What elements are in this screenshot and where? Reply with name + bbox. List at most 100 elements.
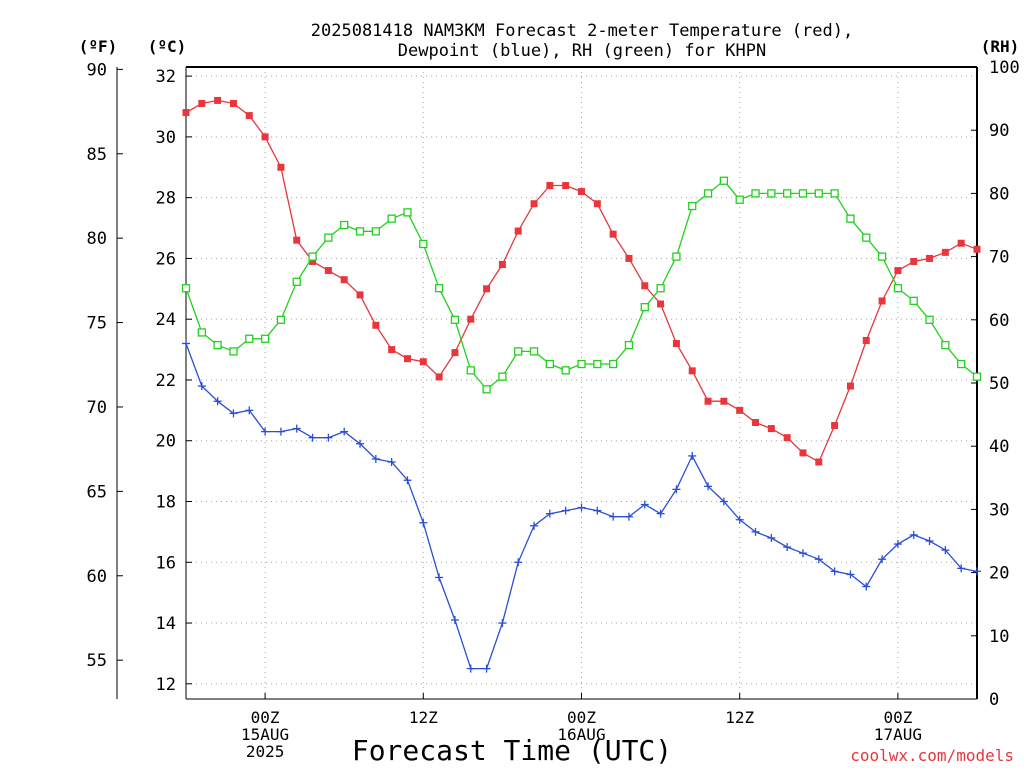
- credit-text: coolwx.com/models: [850, 746, 1014, 765]
- x-tick-label: 2025: [246, 742, 285, 761]
- rh-tick-label: 90: [989, 121, 1009, 141]
- data-point: [577, 503, 586, 512]
- data-point: [261, 427, 270, 436]
- data-point: [467, 315, 475, 323]
- data-point: [957, 239, 965, 247]
- data-point: [293, 236, 301, 244]
- data-point: [260, 334, 270, 343]
- data-point: [276, 427, 285, 436]
- data-point: [641, 282, 649, 290]
- data-point: [814, 189, 823, 198]
- celsius-tick-label: 26: [156, 249, 176, 269]
- data-point: [767, 533, 776, 542]
- data-point: [941, 546, 950, 555]
- data-point: [688, 451, 697, 460]
- celsius-tick-label: 30: [156, 128, 176, 148]
- rh-tick-label: 100: [989, 58, 1020, 78]
- data-point: [324, 433, 333, 442]
- data-point: [878, 555, 887, 564]
- data-point: [624, 512, 633, 521]
- data-point: [894, 267, 902, 275]
- data-point: [466, 664, 475, 673]
- data-point: [783, 189, 792, 198]
- data-point: [324, 267, 332, 275]
- data-point: [355, 227, 365, 236]
- series-layer: [182, 96, 981, 673]
- data-point: [276, 315, 286, 324]
- data-point: [688, 201, 697, 211]
- data-point: [309, 257, 317, 265]
- data-point: [466, 366, 475, 375]
- data-point: [229, 99, 237, 107]
- data-point: [197, 382, 206, 391]
- data-point: [862, 582, 871, 591]
- data-point: [925, 537, 934, 545]
- data-point: [292, 424, 301, 433]
- data-point: [371, 227, 380, 236]
- data-point: [403, 208, 412, 217]
- data-point: [862, 233, 871, 242]
- data-point: [720, 397, 728, 405]
- data-point: [815, 458, 823, 466]
- rh-tick-label: 10: [989, 627, 1009, 647]
- data-point: [546, 182, 554, 189]
- data-point: [767, 189, 776, 198]
- data-point: [530, 200, 538, 208]
- celsius-tick-label: 16: [156, 553, 176, 573]
- rh-tick-label: 50: [989, 374, 1009, 394]
- rh-tick-label: 30: [989, 500, 1009, 520]
- data-point: [182, 109, 190, 117]
- fahrenheit-tick-label: 65: [87, 482, 107, 502]
- data-point: [403, 355, 411, 363]
- data-point: [640, 303, 649, 312]
- x-tick-label: 00Z: [567, 708, 596, 727]
- data-point: [846, 214, 855, 223]
- data-point: [387, 458, 396, 466]
- data-point: [909, 296, 918, 305]
- data-point: [514, 347, 523, 356]
- data-point: [830, 189, 839, 198]
- fahrenheit-tick-label: 60: [87, 567, 107, 587]
- data-point: [577, 359, 586, 369]
- data-point: [419, 358, 427, 366]
- x-tick-label: 12Z: [725, 708, 754, 727]
- celsius-tick-label: 28: [156, 189, 176, 209]
- data-point: [926, 254, 934, 262]
- data-point: [182, 339, 190, 348]
- data-point: [450, 616, 459, 624]
- rh-tick-label: 60: [989, 311, 1009, 331]
- celsius-tick-label: 12: [156, 675, 176, 695]
- x-tick-label: 00Z: [251, 708, 280, 727]
- data-point: [767, 425, 775, 433]
- data-point: [672, 485, 681, 494]
- data-point: [182, 284, 191, 293]
- data-point: [735, 195, 744, 204]
- data-point: [419, 518, 428, 527]
- fahrenheit-tick-label: 55: [87, 651, 107, 671]
- data-point: [751, 527, 760, 536]
- data-point: [245, 334, 254, 343]
- chart-title-line-2: Dewpoint (blue), RH (green) for KHPN: [398, 41, 766, 61]
- grid: [186, 67, 977, 699]
- data-point: [783, 434, 791, 442]
- data-point: [483, 285, 491, 293]
- fahrenheit-tick-label: 70: [87, 398, 107, 418]
- series-dewpoint: [182, 339, 981, 673]
- x-tick-label: 16AUG: [557, 725, 605, 744]
- data-point: [229, 347, 238, 356]
- data-point: [530, 521, 539, 530]
- data-point: [482, 385, 491, 394]
- data-point: [514, 227, 522, 235]
- data-point: [434, 284, 444, 293]
- data-point: [593, 506, 602, 515]
- data-point: [593, 359, 602, 369]
- data-point: [830, 567, 839, 576]
- data-point: [561, 366, 570, 375]
- rh-tick-label: 70: [989, 248, 1009, 268]
- x-axis-label: Forecast Time (UTC): [352, 734, 672, 767]
- data-point: [245, 112, 253, 120]
- x-tick-label: 12Z: [409, 708, 438, 727]
- series-temperature: [182, 96, 981, 466]
- data-point: [562, 182, 570, 189]
